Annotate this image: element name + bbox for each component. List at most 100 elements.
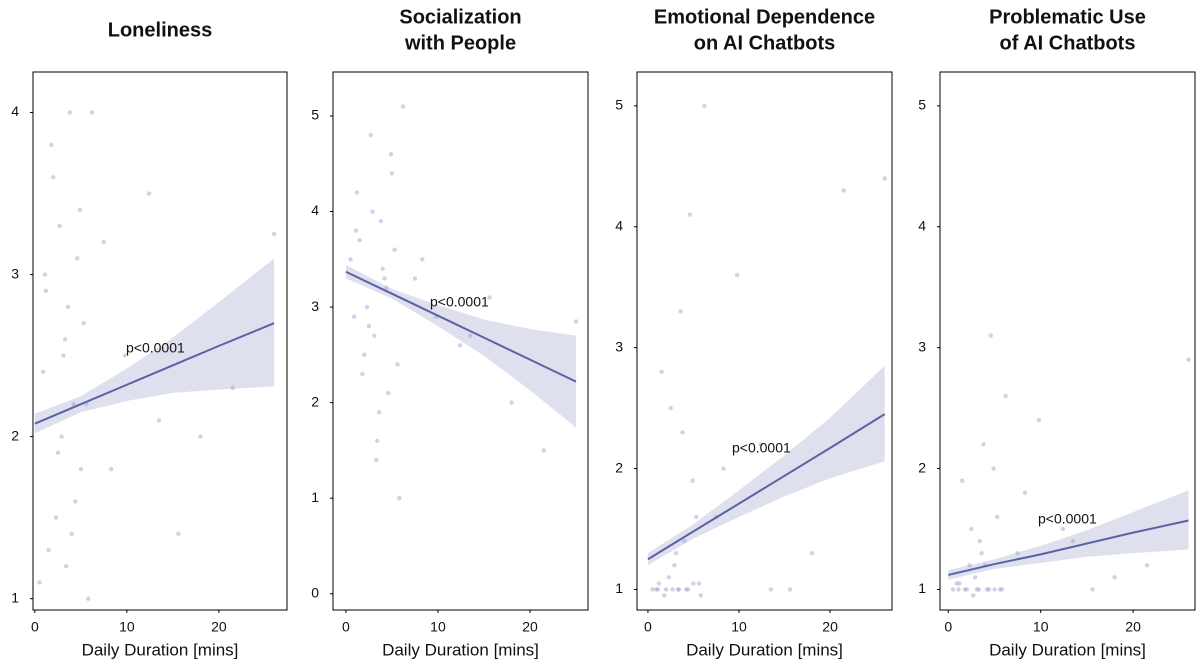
confidence-band [34, 258, 275, 434]
point [67, 110, 73, 115]
x-tick-label: 0 [944, 619, 952, 635]
point [59, 434, 64, 439]
point [420, 257, 425, 262]
point [1015, 550, 1020, 556]
point [954, 581, 959, 586]
point [395, 362, 400, 367]
point [988, 333, 994, 338]
point [55, 450, 61, 456]
point [967, 563, 972, 568]
plot-frame [939, 71, 1196, 611]
point [156, 418, 162, 423]
point [366, 323, 372, 329]
plot-frame [32, 71, 288, 611]
point [687, 212, 693, 217]
point [976, 587, 982, 592]
y-tick-label: 3 [918, 338, 926, 354]
point [690, 478, 695, 483]
point [487, 295, 492, 300]
point [354, 190, 360, 195]
point [696, 581, 702, 586]
point [380, 266, 385, 272]
y-tick-label: 4 [11, 103, 19, 119]
y-tick-label: 1 [11, 589, 19, 605]
point [999, 587, 1005, 592]
point [101, 239, 107, 245]
y-tick-label: 2 [918, 459, 926, 475]
confidence-band [345, 265, 577, 428]
point [368, 132, 373, 138]
point [977, 538, 982, 544]
point [63, 337, 68, 342]
point [663, 587, 669, 592]
point [360, 371, 365, 377]
point [997, 587, 1003, 592]
x-tick-label: 0 [31, 619, 39, 635]
point [972, 575, 978, 580]
point [650, 587, 655, 592]
fit-line [647, 413, 886, 561]
point [841, 188, 846, 193]
point [392, 247, 397, 252]
point [698, 593, 703, 598]
chart-title: Emotional Dependence [654, 6, 875, 28]
point [1186, 357, 1191, 362]
point [685, 587, 691, 592]
point [467, 333, 473, 338]
x-tick-label: 20 [211, 619, 227, 635]
point [51, 175, 56, 180]
point [412, 276, 418, 281]
point [378, 218, 384, 224]
point [991, 466, 996, 471]
point [956, 587, 961, 592]
point [653, 587, 659, 592]
point [389, 171, 395, 176]
chart-title: Problematic Use [989, 6, 1146, 28]
point [1022, 490, 1028, 495]
x-axis-label: Daily Duration [mins] [82, 640, 239, 659]
y-tick-label: 5 [615, 97, 623, 113]
point [1003, 393, 1008, 399]
point [37, 580, 42, 585]
point [1060, 526, 1066, 532]
point [348, 257, 353, 262]
fit-line [34, 322, 275, 425]
point [734, 272, 740, 278]
point [78, 466, 84, 472]
annotation: p<0.0001 [1038, 511, 1097, 527]
x-tick-label: 10 [119, 619, 135, 635]
point [981, 442, 986, 447]
x-axis-label: Daily Duration [mins] [382, 640, 539, 659]
point [676, 587, 682, 592]
point [768, 587, 774, 592]
x-tick-label: 20 [522, 619, 538, 635]
point [1090, 587, 1095, 592]
point [809, 550, 815, 556]
y-tick-label: 1 [311, 489, 319, 505]
x-tick-label: 0 [644, 619, 652, 635]
chart-title: of AI Chatbots [1000, 32, 1136, 54]
point [384, 285, 389, 291]
point [1070, 538, 1076, 544]
point [683, 587, 689, 592]
fit-line [948, 519, 1189, 576]
point [65, 304, 71, 310]
y-tick-label: 3 [311, 298, 319, 314]
point [680, 430, 685, 435]
point [353, 228, 359, 233]
chart-title: Loneliness [108, 19, 212, 41]
point [386, 390, 391, 396]
point [86, 596, 91, 601]
point [693, 514, 699, 520]
point [655, 587, 661, 592]
point [382, 276, 387, 281]
point [388, 151, 394, 157]
point [122, 353, 128, 358]
point [675, 587, 681, 592]
x-tick-label: 10 [430, 619, 446, 635]
point [372, 333, 377, 338]
plot-frame [332, 71, 589, 611]
point [541, 448, 547, 453]
point [957, 581, 962, 586]
